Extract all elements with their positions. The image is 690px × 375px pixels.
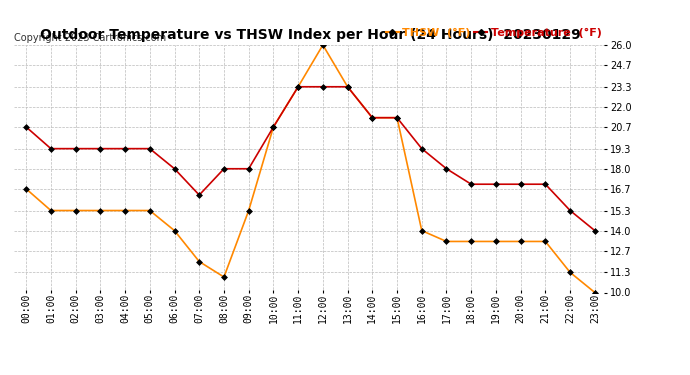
Legend: THSW  (°F), Temperature  (°F): THSW (°F), Temperature (°F) xyxy=(386,28,602,38)
Text: Copyright 2023 Cartronics.com: Copyright 2023 Cartronics.com xyxy=(14,33,166,42)
Title: Outdoor Temperature vs THSW Index per Hour (24 Hours)  20230129: Outdoor Temperature vs THSW Index per Ho… xyxy=(40,28,581,42)
